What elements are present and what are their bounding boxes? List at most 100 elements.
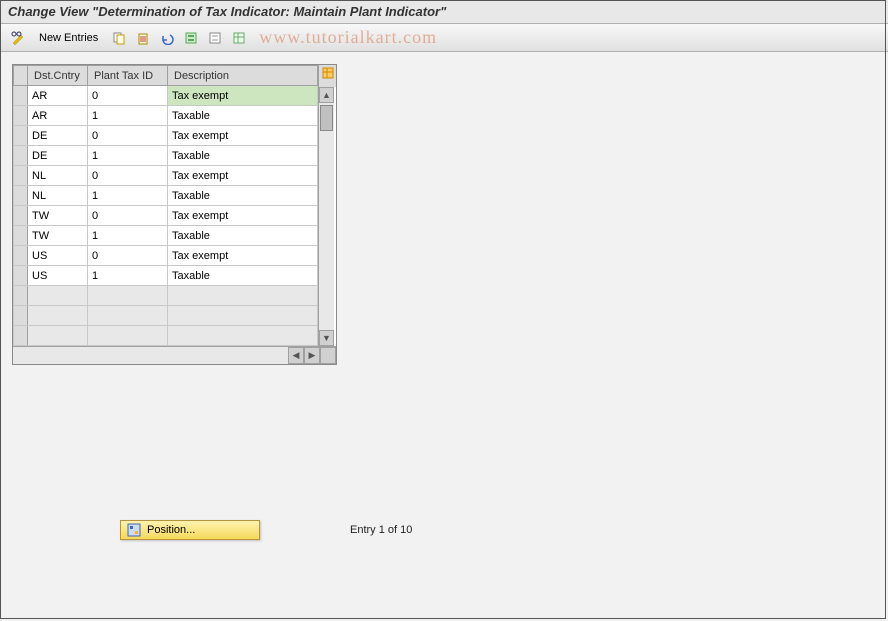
cell-dst-input[interactable]: [28, 226, 87, 245]
cell-dst[interactable]: [28, 146, 88, 166]
cell-tax-input[interactable]: [88, 146, 167, 165]
cell-dst[interactable]: [28, 246, 88, 266]
empty-cell[interactable]: [88, 306, 168, 326]
cell-desc[interactable]: [168, 166, 318, 186]
new-entries-button[interactable]: New Entries: [32, 29, 105, 47]
row-selector[interactable]: [14, 286, 28, 306]
select-all-button[interactable]: [181, 28, 201, 48]
cell-tax[interactable]: [88, 186, 168, 206]
cell-tax-input[interactable]: [88, 246, 167, 265]
cell-desc[interactable]: [168, 206, 318, 226]
column-header-dst[interactable]: Dst.Cntry: [28, 66, 88, 86]
empty-cell[interactable]: [168, 286, 318, 306]
row-selector[interactable]: [14, 326, 28, 346]
cell-desc[interactable]: [168, 246, 318, 266]
empty-cell[interactable]: [28, 326, 88, 346]
scroll-thumb[interactable]: [320, 105, 333, 131]
row-selector[interactable]: [14, 146, 28, 166]
row-selector[interactable]: [14, 266, 28, 286]
empty-cell[interactable]: [168, 306, 318, 326]
cell-dst-input[interactable]: [28, 146, 87, 165]
print-button[interactable]: [229, 28, 249, 48]
scroll-track[interactable]: [319, 103, 334, 330]
cell-desc-input[interactable]: [168, 166, 317, 185]
cell-tax-input[interactable]: [88, 106, 167, 125]
cell-desc-input[interactable]: [168, 206, 317, 225]
cell-dst-input[interactable]: [28, 86, 87, 105]
cell-tax-input[interactable]: [88, 226, 167, 245]
cell-dst-input[interactable]: [28, 166, 87, 185]
cell-desc-input[interactable]: [168, 86, 317, 105]
cell-desc[interactable]: [168, 146, 318, 166]
cell-dst[interactable]: [28, 186, 88, 206]
cell-dst-input[interactable]: [28, 266, 87, 285]
cell-dst-input[interactable]: [28, 126, 87, 145]
cell-tax[interactable]: [88, 166, 168, 186]
empty-cell[interactable]: [168, 326, 318, 346]
row-selector[interactable]: [14, 126, 28, 146]
cell-desc[interactable]: [168, 266, 318, 286]
cell-dst-input[interactable]: [28, 186, 87, 205]
position-button[interactable]: Position...: [120, 520, 260, 540]
cell-dst[interactable]: [28, 166, 88, 186]
scroll-up-button[interactable]: ▲: [319, 87, 334, 103]
cell-dst[interactable]: [28, 106, 88, 126]
scroll-left-button[interactable]: ◀: [288, 347, 304, 364]
empty-cell[interactable]: [88, 326, 168, 346]
cell-desc[interactable]: [168, 186, 318, 206]
cell-desc-input[interactable]: [168, 186, 317, 205]
cell-tax-input[interactable]: [88, 186, 167, 205]
cell-dst[interactable]: [28, 126, 88, 146]
table-config-button[interactable]: [318, 65, 336, 87]
row-selector-header[interactable]: [14, 66, 28, 86]
row-selector[interactable]: [14, 86, 28, 106]
cell-tax[interactable]: [88, 226, 168, 246]
scroll-down-button[interactable]: ▼: [319, 330, 334, 346]
cell-tax[interactable]: [88, 126, 168, 146]
cell-desc-input[interactable]: [168, 226, 317, 245]
copy-button[interactable]: [109, 28, 129, 48]
cell-dst-input[interactable]: [28, 206, 87, 225]
empty-cell[interactable]: [88, 286, 168, 306]
delete-button[interactable]: [133, 28, 153, 48]
cell-dst[interactable]: [28, 226, 88, 246]
column-header-desc[interactable]: Description: [168, 66, 318, 86]
cell-dst-input[interactable]: [28, 246, 87, 265]
cell-desc-input[interactable]: [168, 126, 317, 145]
cell-dst-input[interactable]: [28, 106, 87, 125]
column-header-tax[interactable]: Plant Tax ID: [88, 66, 168, 86]
empty-cell[interactable]: [28, 286, 88, 306]
undo-button[interactable]: [157, 28, 177, 48]
row-selector[interactable]: [14, 206, 28, 226]
cell-tax-input[interactable]: [88, 166, 167, 185]
cell-tax[interactable]: [88, 106, 168, 126]
cell-desc[interactable]: [168, 226, 318, 246]
cell-desc-input[interactable]: [168, 106, 317, 125]
cell-tax[interactable]: [88, 86, 168, 106]
vertical-scrollbar[interactable]: ▲ ▼: [318, 87, 334, 346]
cell-tax[interactable]: [88, 246, 168, 266]
cell-tax-input[interactable]: [88, 126, 167, 145]
cell-desc-input[interactable]: [168, 266, 317, 285]
row-selector[interactable]: [14, 246, 28, 266]
cell-dst[interactable]: [28, 86, 88, 106]
cell-desc-input[interactable]: [168, 146, 317, 165]
cell-tax-input[interactable]: [88, 266, 167, 285]
deselect-all-button[interactable]: [205, 28, 225, 48]
row-selector[interactable]: [14, 166, 28, 186]
cell-desc[interactable]: [168, 106, 318, 126]
empty-cell[interactable]: [28, 306, 88, 326]
toggle-display-button[interactable]: [8, 28, 28, 48]
cell-tax[interactable]: [88, 206, 168, 226]
cell-desc-input[interactable]: [168, 246, 317, 265]
row-selector[interactable]: [14, 106, 28, 126]
horizontal-scrollbar[interactable]: ◀ ▶: [13, 346, 336, 364]
cell-tax[interactable]: [88, 146, 168, 166]
row-selector[interactable]: [14, 226, 28, 246]
cell-tax-input[interactable]: [88, 86, 167, 105]
cell-desc[interactable]: [168, 126, 318, 146]
cell-dst[interactable]: [28, 266, 88, 286]
cell-tax-input[interactable]: [88, 206, 167, 225]
scroll-right-button[interactable]: ▶: [304, 347, 320, 364]
cell-dst[interactable]: [28, 206, 88, 226]
